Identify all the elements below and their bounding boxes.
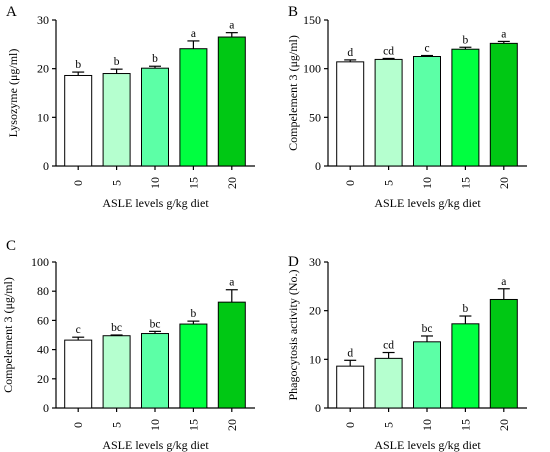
significance-letter: d: [347, 347, 353, 359]
y-axis-title: Compelement 3 (μg/ml): [286, 35, 300, 151]
significance-letter: c: [424, 43, 429, 55]
significance-letter: b: [152, 53, 158, 65]
panel-letter: D: [288, 254, 299, 270]
bar: [102, 335, 131, 409]
x-tick-label: 15: [458, 419, 472, 431]
y-tick-label: 100: [31, 255, 49, 269]
bar: [336, 365, 365, 409]
x-tick-label: 5: [110, 422, 124, 428]
significance-letter: b: [463, 303, 469, 315]
panel-a: A 0 10 20 30 Lysozyme (μg/ml) b 0 b 5 b 10 a 15 a 20 ASL…: [6, 4, 255, 210]
y-tick-label: 20: [37, 372, 49, 386]
bar: [179, 48, 208, 167]
bar: [64, 339, 93, 409]
x-axis-title: ASLE levels g/kg diet: [374, 196, 481, 210]
panel-c: C 0 20 40 60 80 100 Compelement 3 (μg/ml) c 0 bc 5 b…: [1, 238, 255, 452]
bar: [413, 56, 441, 167]
bar: [413, 341, 441, 409]
bar: [489, 42, 518, 167]
x-tick-label: 10: [148, 177, 162, 189]
bar: [451, 48, 480, 167]
bar: [489, 298, 518, 409]
panel-letter: C: [6, 238, 16, 254]
x-tick-label: 20: [497, 419, 511, 431]
significance-letter: bc: [150, 318, 161, 330]
x-axis-title: ASLE levels g/kg diet: [374, 438, 481, 452]
significance-letter: a: [191, 28, 196, 40]
x-tick-label: 15: [186, 177, 200, 189]
bar: [217, 301, 246, 409]
x-tick-label: 5: [382, 180, 396, 186]
significance-letter: bc: [111, 322, 122, 334]
y-axis-title: Lysozyme (μg/ml): [6, 49, 20, 138]
bar: [141, 67, 169, 167]
significance-letter: c: [76, 324, 81, 336]
significance-letter: a: [501, 28, 506, 40]
x-tick-label: 10: [420, 177, 434, 189]
significance-letter: b: [191, 308, 197, 320]
significance-letter: a: [501, 276, 506, 288]
x-tick-label: 20: [225, 419, 239, 431]
x-tick-label: 5: [382, 422, 396, 428]
x-tick-label: 20: [497, 177, 511, 189]
x-tick-label: 0: [343, 180, 357, 186]
y-tick-label: 10: [37, 110, 49, 124]
y-tick-label: 60: [37, 313, 49, 327]
bar: [64, 74, 93, 167]
y-tick-label: 80: [37, 284, 49, 298]
x-axis-title: ASLE levels g/kg diet: [102, 438, 209, 452]
bar: [141, 333, 169, 409]
significance-letter: b: [463, 34, 469, 46]
x-tick-label: 15: [458, 177, 472, 189]
bar: [451, 323, 480, 409]
bar: [217, 36, 246, 167]
x-tick-label: 0: [71, 180, 85, 186]
significance-letter: b: [114, 56, 120, 68]
significance-letter: a: [229, 20, 234, 32]
bar: [374, 357, 403, 409]
y-tick-label: 150: [303, 13, 321, 27]
y-tick-label: 40: [37, 343, 49, 357]
significance-letter: bc: [422, 323, 433, 335]
y-tick-label: 0: [315, 401, 321, 415]
bar: [102, 73, 131, 167]
x-tick-label: 10: [148, 419, 162, 431]
significance-letter: cd: [383, 340, 394, 352]
bar: [179, 323, 208, 409]
panel-letter: A: [6, 4, 17, 20]
x-axis-title: ASLE levels g/kg diet: [102, 196, 209, 210]
y-tick-label: 50: [309, 110, 321, 124]
y-tick-label: 30: [309, 255, 321, 269]
y-tick-label: 0: [315, 159, 321, 173]
x-tick-label: 15: [186, 419, 200, 431]
y-axis-title: Compelement 3 (μg/ml): [1, 277, 15, 393]
y-tick-label: 30: [37, 13, 49, 27]
bar: [374, 58, 403, 167]
y-tick-label: 10: [309, 352, 321, 366]
y-axis-title: Phagocytosis activity (No.): [286, 270, 300, 401]
x-tick-label: 0: [71, 422, 85, 428]
y-tick-label: 20: [309, 304, 321, 318]
y-tick-label: 0: [43, 401, 49, 415]
y-tick-label: 0: [43, 159, 49, 173]
x-tick-label: 5: [110, 180, 124, 186]
x-tick-label: 20: [225, 177, 239, 189]
bar: [336, 61, 365, 167]
panel-d: D 0 10 20 30 Phagocytosis activity (No.) d 0 cd 5…: [286, 254, 527, 452]
x-tick-label: 10: [420, 419, 434, 431]
significance-letter: cd: [383, 45, 394, 57]
panel-letter: B: [288, 4, 298, 20]
significance-letter: d: [347, 47, 353, 59]
significance-letter: b: [75, 59, 81, 71]
y-tick-label: 100: [303, 62, 321, 76]
y-tick-label: 20: [37, 62, 49, 76]
significance-letter: a: [229, 277, 234, 289]
x-tick-label: 0: [343, 422, 357, 428]
